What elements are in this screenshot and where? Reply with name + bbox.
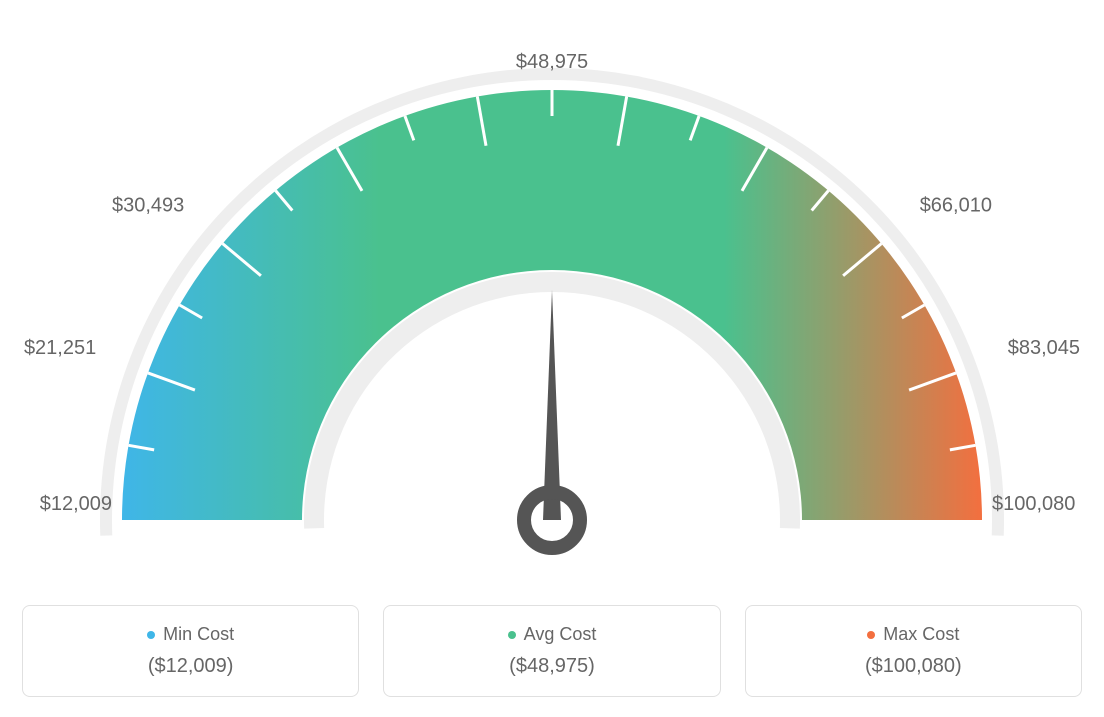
legend-row: Min Cost ($12,009) Avg Cost ($48,975) Ma… [22,605,1082,697]
legend-label-avg: Avg Cost [524,624,597,645]
gauge-scale-label: $21,251 [24,337,96,359]
gauge-scale-label: $12,009 [40,493,112,515]
legend-value-max: ($100,080) [758,655,1069,678]
legend-title-min: Min Cost [35,624,346,645]
legend-card-min: Min Cost ($12,009) [22,605,359,697]
gauge-svg-wrapper: $12,009 $21,251 $30,493 $48,975 $66,010 $83,0… [22,20,1082,575]
cost-gauge-chart: $12,009 $21,251 $30,493 $48,975 $66,010 $83,0… [20,20,1084,697]
legend-value-min: ($12,009) [35,655,346,678]
legend-title-max: Max Cost [758,624,1069,645]
gauge-scale-label: $30,493 [112,194,184,216]
legend-value-avg: ($48,975) [396,655,707,678]
legend-label-min: Min Cost [163,624,234,645]
gauge-scale-label: $66,010 [920,194,992,216]
legend-dot-max [867,631,875,639]
gauge-svg: $12,009 $21,251 $30,493 $48,975 $66,010 $83,0… [22,20,1082,570]
legend-dot-min [147,631,155,639]
legend-title-avg: Avg Cost [396,624,707,645]
legend-dot-avg [508,631,516,639]
gauge-scale-label: $83,045 [1008,337,1080,359]
gauge-scale-label: $100,080 [992,493,1075,515]
legend-card-max: Max Cost ($100,080) [745,605,1082,697]
legend-label-max: Max Cost [883,624,959,645]
gauge-scale-label: $48,975 [516,51,588,73]
legend-card-avg: Avg Cost ($48,975) [383,605,720,697]
